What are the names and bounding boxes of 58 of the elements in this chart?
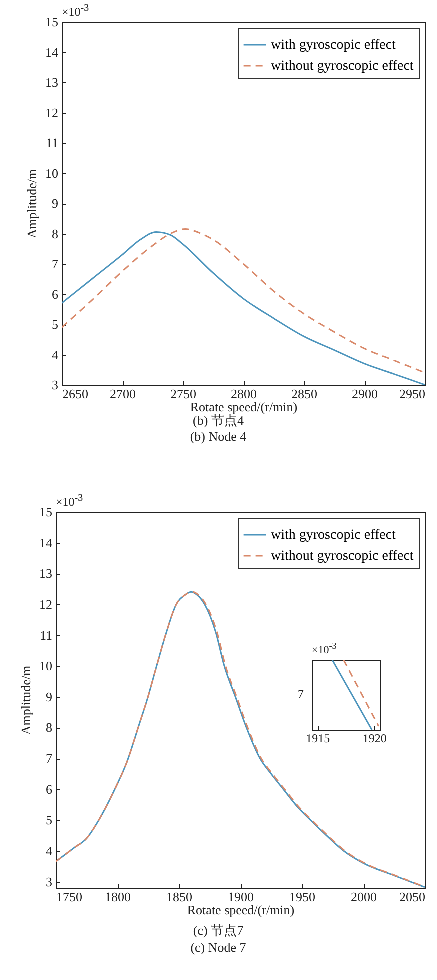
- x-tick-label: 1800: [105, 890, 131, 904]
- x-tick-label: 2000: [351, 890, 377, 904]
- text: (c) Node 7: [190, 940, 248, 956]
- y-tick-label: 15: [40, 504, 52, 520]
- y-tick-label: 8: [52, 226, 58, 242]
- y-tick-label: 13: [40, 566, 52, 582]
- y-tick-label: 5: [46, 812, 52, 828]
- y-tick-label: 9: [52, 196, 58, 211]
- y-tick-label: 13: [46, 75, 58, 90]
- x-tick-label: 1920: [362, 732, 387, 746]
- y-tick-label: 15: [46, 14, 58, 30]
- x-tick-label: 2900: [352, 386, 378, 402]
- y-tick-label: 7: [52, 256, 59, 272]
- y-tick-label: 12: [46, 105, 58, 120]
- x-tick-label: 2700: [110, 386, 136, 402]
- text: (c) 节点7: [192, 922, 245, 940]
- y-tick-label: 5: [52, 317, 58, 332]
- text: (b) Node 4: [189, 429, 248, 445]
- annotation: ×10$^{-3}$: [312, 641, 337, 657]
- y-tick-label: 4: [46, 844, 53, 859]
- y-tick-label: 9: [46, 689, 52, 704]
- y-tick-label: 14: [46, 44, 59, 60]
- y-tick-label: 10: [46, 166, 58, 181]
- y-axis-title: Amplitude/m: [18, 666, 34, 736]
- x-tick-label: 2850: [292, 386, 318, 402]
- text: ×10$^{-3}$: [62, 3, 90, 20]
- x-tick-label: 1915: [306, 732, 330, 746]
- y-tick-label: 4: [52, 347, 59, 362]
- x-tick-label: 1900: [228, 890, 254, 904]
- text: ×10$^{-3}$: [56, 493, 84, 510]
- x-tick-label: 2950: [400, 386, 426, 402]
- y-tick-label: 3: [46, 874, 52, 890]
- y-tick-label: 11: [40, 628, 52, 643]
- x-axis-title: Rotate speed/(r/min): [190, 400, 298, 414]
- text: (b) 节点4: [192, 413, 244, 430]
- y-tick-label: 6: [52, 286, 59, 302]
- x-axis-title: Rotate speed/(r/min): [187, 902, 295, 918]
- y-tick-label: 11: [46, 136, 58, 150]
- y-tick-label: 6: [46, 782, 53, 797]
- annotation: 7: [298, 687, 304, 702]
- legend-label: with gyroscopic effect: [271, 38, 396, 53]
- legend-label: without gyroscopic effect: [271, 549, 414, 564]
- y-tick-label: 3: [52, 378, 58, 392]
- x-tick-label: 2800: [231, 386, 257, 402]
- x-tick-label: 1750: [56, 890, 82, 904]
- x-tick-label: 2050: [400, 890, 426, 904]
- x-tick-label: 1850: [166, 890, 192, 904]
- y-axis-title: Amplitude/m: [24, 169, 40, 239]
- y-tick-label: 8: [46, 720, 52, 736]
- x-tick-label: 2750: [170, 386, 196, 402]
- y-tick-label: 14: [40, 535, 53, 550]
- legend-label: with gyroscopic effect: [271, 528, 396, 543]
- x-tick-label: 2650: [62, 386, 88, 402]
- y-tick-label: 10: [40, 658, 52, 674]
- y-tick-label: 7: [46, 751, 53, 766]
- legend-label: without gyroscopic effect: [271, 59, 414, 74]
- y-tick-label: 12: [40, 596, 52, 612]
- x-tick-label: 1950: [290, 890, 316, 904]
